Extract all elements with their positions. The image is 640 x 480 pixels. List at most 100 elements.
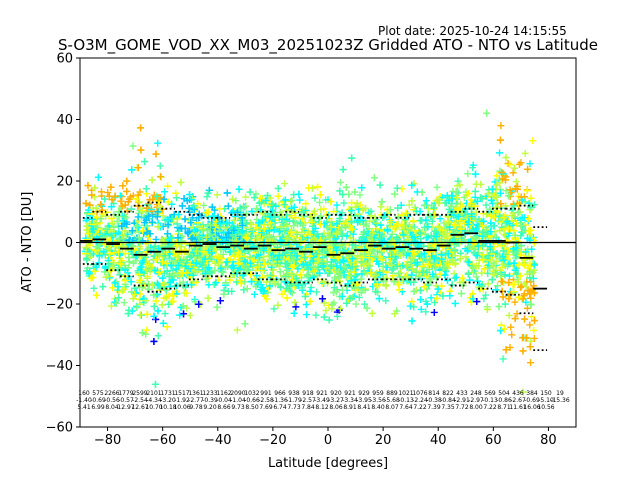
scatter-point: [346, 205, 354, 213]
scatter-point: [333, 312, 341, 320]
scatter-point: [184, 229, 192, 237]
scatter-point: [423, 300, 431, 308]
scatter-point: [423, 224, 431, 232]
scatter-point: [482, 291, 490, 299]
scatter-point: [143, 326, 151, 334]
scatter-point: [240, 286, 248, 294]
scatter-point: [311, 194, 319, 202]
scatter-point: [330, 299, 338, 307]
scatter-point: [107, 302, 115, 310]
scatter-point: [366, 217, 374, 225]
scatter-point: [219, 250, 227, 258]
scatter-point: [526, 268, 534, 276]
scatter-point: [352, 300, 360, 308]
scatter-point: [497, 189, 505, 197]
scatter-point: [512, 178, 520, 186]
scatter-point: [254, 280, 262, 288]
scatter-point: [153, 279, 161, 287]
scatter-point: [382, 297, 390, 305]
scatter-point: [349, 230, 357, 238]
scatter-point: [232, 197, 240, 205]
scatter-point: [497, 277, 505, 285]
scatter-point: [168, 200, 176, 208]
scatter-point: [446, 292, 454, 300]
scatter-point: [427, 232, 435, 240]
scatter-point: [316, 198, 324, 206]
scatter-point: [230, 216, 238, 224]
scatter-point: [367, 207, 375, 215]
scatter-point: [292, 303, 300, 311]
scatter-point: [142, 185, 150, 193]
scatter-point: [430, 259, 438, 267]
scatter-point: [526, 274, 534, 282]
scatter-point: [306, 297, 314, 305]
scatter-point: [362, 222, 370, 230]
scatter-point: [464, 270, 472, 278]
scatter-point: [439, 292, 447, 300]
scatter-point: [216, 205, 224, 213]
scatter-point: [85, 206, 93, 214]
scatter-point: [252, 190, 260, 198]
scatter-point: [465, 189, 473, 197]
scatter-point: [400, 277, 408, 285]
scatter-point: [428, 217, 436, 225]
scatter-point: [507, 323, 515, 331]
scatter-point: [128, 307, 136, 315]
scatter-point: [134, 213, 142, 221]
scatter-point: [111, 279, 119, 287]
scatter-point: [118, 193, 126, 201]
scatter-point: [320, 205, 328, 213]
scatter-point: [187, 196, 195, 204]
scatter-point: [194, 200, 202, 208]
scatter-point: [452, 273, 460, 281]
scatter-point: [102, 212, 110, 220]
scatter-point: [509, 169, 517, 177]
scatter-point: [318, 295, 326, 303]
scatter-point: [333, 201, 341, 209]
scatter-point: [497, 122, 505, 130]
scatter-point: [358, 184, 366, 192]
scatter-point: [506, 344, 514, 352]
scatter-point: [152, 150, 160, 158]
scatter-point: [92, 204, 100, 212]
scatter-point: [138, 329, 146, 337]
scatter-point: [256, 240, 264, 248]
scatter-point: [400, 237, 408, 245]
scatter-point: [417, 235, 425, 243]
scatter-point: [270, 240, 278, 248]
scatter-point: [499, 293, 507, 301]
scatter-point: [163, 323, 171, 331]
scatter-point: [434, 223, 442, 231]
scatter-point: [137, 124, 145, 132]
scatter-point: [499, 213, 507, 221]
scatter-point: [288, 196, 296, 204]
scatter-point: [372, 254, 380, 262]
scatter-point: [152, 235, 160, 243]
scatter-point: [496, 149, 504, 157]
scatter-point: [511, 298, 519, 306]
scatter-point: [291, 283, 299, 291]
scatter-point: [104, 189, 112, 197]
scatter-point: [356, 191, 364, 199]
scatter-point: [483, 193, 491, 201]
scatter-point: [493, 181, 501, 189]
scatter-point: [303, 311, 311, 319]
scatter-point: [517, 159, 525, 167]
scatter-point: [164, 182, 172, 190]
scatter-point: [514, 208, 522, 216]
scatter-point: [458, 274, 466, 282]
scatter-point: [264, 289, 272, 297]
scatter-point: [527, 359, 535, 367]
scatter-point: [527, 262, 535, 270]
scatter-point: [528, 245, 536, 253]
scatter-point: [505, 272, 513, 280]
scatter-point: [110, 259, 118, 267]
scatter-point: [417, 251, 425, 259]
scatter-point: [514, 278, 522, 286]
scatter-point: [224, 202, 232, 210]
scatter-point: [522, 248, 530, 256]
scatter-point: [132, 218, 140, 226]
scatter-point: [191, 298, 199, 306]
scatter-point: [99, 283, 107, 291]
scatter-point: [528, 313, 536, 321]
